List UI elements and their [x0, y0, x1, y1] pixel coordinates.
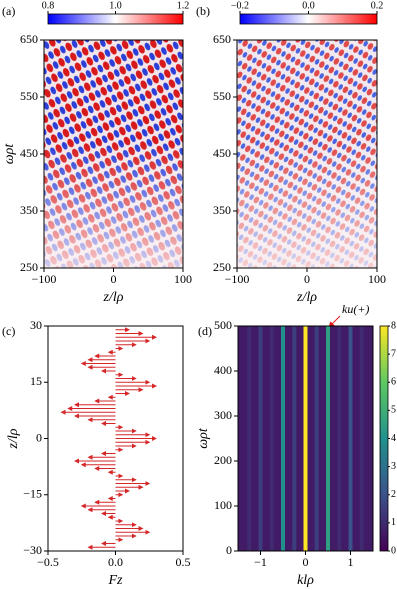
colorbar-tick-label: 8 — [391, 320, 396, 331]
y-tick-label: 350 — [213, 203, 231, 217]
y-tick-label: −15 — [23, 487, 42, 501]
panel-label: (c) — [2, 324, 15, 338]
colorbar-tick-label: 7 — [391, 348, 396, 359]
x-axis-label: Fz — [108, 573, 124, 588]
colorbar-tick-label: 1.2 — [177, 0, 190, 11]
y-axis-label: ωρt — [2, 143, 17, 165]
stripe — [281, 326, 285, 551]
y-tick-label: 100 — [214, 498, 232, 512]
colorbar-tick-label: 3 — [391, 461, 396, 472]
y-tick-label: 0 — [36, 430, 42, 444]
x-axis-label: klρ — [297, 573, 314, 588]
y-tick-label: 250 — [20, 260, 38, 274]
stripe — [326, 326, 330, 551]
annotation: ku(+) — [342, 302, 369, 316]
y-axis-label: ωρt — [196, 427, 211, 449]
colorbar-tick-label: −0.2 — [231, 0, 249, 11]
x-tick-label: −1 — [254, 555, 267, 569]
colorbar-tick-label: 6 — [391, 377, 396, 388]
x-tick-label: 0.0 — [108, 555, 123, 569]
heatmap-fade — [44, 40, 183, 268]
annotation-arrow — [328, 315, 341, 328]
y-tick-label: 300 — [214, 408, 232, 422]
stripe — [292, 326, 297, 551]
colorbar-tick-label: 0.8 — [42, 0, 55, 11]
colorbar-tick-label: 2 — [391, 489, 396, 500]
y-tick-label: 450 — [20, 146, 38, 160]
stripe — [269, 326, 274, 551]
y-tick-label: 400 — [214, 363, 232, 377]
colorbar — [47, 13, 184, 25]
y-tick-label: 550 — [20, 89, 38, 103]
y-tick-label: 550 — [213, 89, 231, 103]
x-tick-label: −100 — [32, 272, 57, 286]
stripe — [303, 326, 308, 551]
y-tick-label: 0 — [226, 543, 232, 557]
colorbar-tick-label: 0 — [391, 545, 396, 556]
x-tick-label: 100 — [174, 272, 192, 286]
x-axis-label: z/lρ — [103, 290, 124, 305]
x-tick-label: 0.5 — [176, 555, 191, 569]
stripe — [258, 326, 263, 551]
x-axis-label: z/lρ — [296, 290, 317, 305]
x-tick-label: 1 — [348, 555, 354, 569]
y-tick-label: 650 — [213, 32, 231, 46]
colorbar-tick-label: 1 — [391, 517, 396, 528]
colorbar-tick-label: 4 — [391, 433, 396, 444]
colorbar-tick-label: 0.0 — [302, 0, 315, 11]
x-tick-label: −0.5 — [37, 555, 59, 569]
y-tick-label: 650 — [20, 32, 38, 46]
colorbar-tick-label: 5 — [391, 405, 396, 416]
y-tick-label: 250 — [213, 260, 231, 274]
y-tick-label: 30 — [30, 318, 42, 332]
panel-label: (d) — [198, 324, 212, 338]
x-tick-label: 0 — [304, 272, 310, 286]
panel-label: (a) — [2, 4, 15, 18]
y-axis-label: z/lρ — [6, 428, 21, 449]
y-tick-label: 500 — [214, 318, 232, 332]
heatmap-fade — [237, 40, 377, 268]
colorbar-tick-label: 1.0 — [109, 0, 122, 11]
y-tick-label: 200 — [214, 453, 232, 467]
stripe — [348, 326, 353, 551]
stripe — [337, 326, 342, 551]
x-tick-label: −100 — [225, 272, 250, 286]
y-tick-label: 450 — [213, 146, 231, 160]
y-tick-label: 15 — [30, 374, 42, 388]
stripe — [314, 326, 319, 551]
y-tick-label: −30 — [23, 543, 42, 557]
x-tick-label: 100 — [368, 272, 386, 286]
colorbar — [239, 13, 378, 25]
colorbar — [379, 325, 389, 552]
stripe — [359, 326, 364, 551]
x-tick-label: 0 — [303, 555, 309, 569]
x-tick-label: 0 — [111, 272, 117, 286]
panel-label: (b) — [196, 4, 210, 18]
colorbar-tick-label: 0.2 — [371, 0, 384, 11]
y-tick-label: 350 — [20, 203, 38, 217]
stripe — [247, 326, 252, 551]
